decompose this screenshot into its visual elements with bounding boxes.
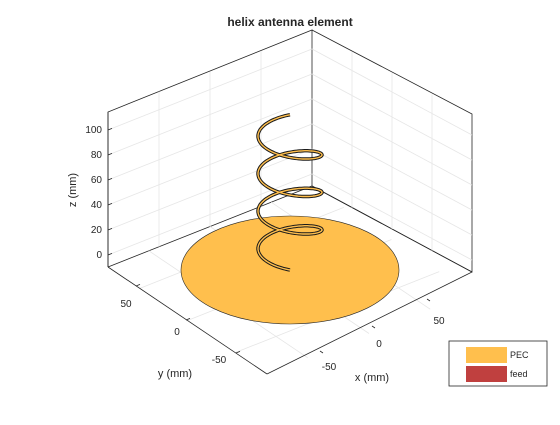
x-tick-label: 0 [376,339,382,350]
z-tick-label: 0 [96,250,102,261]
x-tick-label: 50 [433,316,445,327]
z-tick-labels: 0 20 40 60 80 100 [85,125,102,261]
z-tick-label: 80 [91,150,103,161]
tick-mark [107,178,113,181]
legend-swatch-feed [466,366,507,382]
tick-mark [107,228,113,231]
y-tick-labels: 50 0 -50 [120,299,226,366]
tick-mark [371,325,376,329]
tick-mark [185,318,191,321]
x-axis-line [266,271,473,375]
floor-back-edges [107,185,473,273]
z-tick-label: 100 [85,125,102,136]
z-axis-label: z (mm) [67,173,79,207]
x-tick-label: -50 [322,362,337,373]
legend-label-pec: PEC [510,350,529,360]
y-axis-label: y (mm) [158,368,192,380]
helix-wire [257,114,323,271]
plot-title: helix antenna element [227,15,352,29]
y-tick-label: -50 [212,355,227,366]
legend: PEC feed [448,340,548,387]
y-tick-label: 0 [174,327,180,338]
helix-element [256,113,324,272]
ticks [107,128,431,354]
z-tick-label: 20 [91,225,103,236]
tick-mark [235,351,241,354]
z-tick-label: 60 [91,175,103,186]
tick-mark [107,128,113,131]
tick-mark [426,298,431,302]
legend-swatch-pec [466,347,507,363]
legend-label-feed: feed [510,369,528,379]
y-axis-line [107,266,268,375]
tick-mark [135,284,141,287]
axis-box-front [107,112,473,375]
z-tick-label: 40 [91,200,103,211]
y-tick-label: 50 [120,299,132,310]
x-tick-labels: -50 0 50 [322,316,445,373]
tick-mark [107,253,113,256]
x-axis-label: x (mm) [355,372,389,384]
tick-mark [319,350,324,354]
tick-mark [107,203,113,206]
tick-mark [107,153,113,156]
